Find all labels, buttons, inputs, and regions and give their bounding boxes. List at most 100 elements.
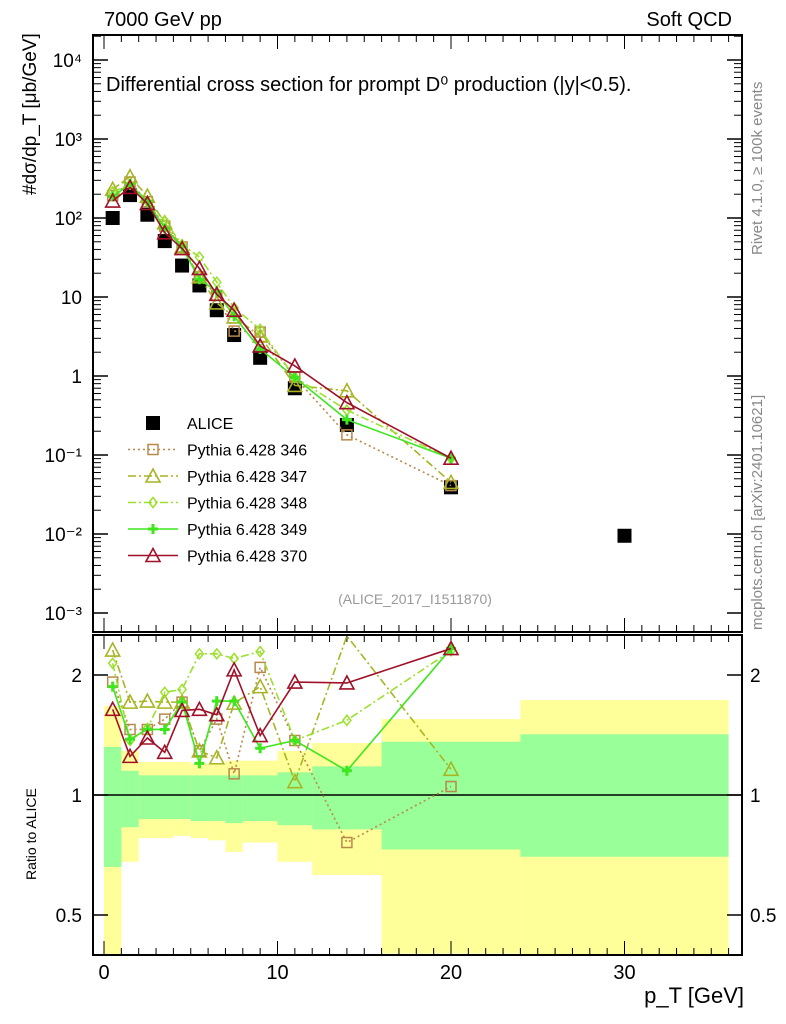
legend-label: Pythia 6.428 347 [187, 469, 307, 486]
x-tick-label: 20 [440, 962, 462, 984]
ratio-y-tick-label: 2 [750, 666, 761, 687]
legend-label: Pythia 6.428 370 [187, 549, 307, 566]
ratio-band-inner [312, 766, 382, 830]
header-right: Soft QCD [646, 9, 732, 31]
marker-triangle [442, 473, 460, 490]
marker-cross [229, 696, 240, 707]
marker-diamond [194, 647, 205, 661]
x-axis-label: p_T [GeV] [644, 983, 744, 1008]
marker-triangle [139, 194, 156, 211]
main-title: Differential cross section for prompt D⁰… [106, 74, 631, 96]
marker-triangle [442, 449, 460, 466]
ratio-band-inner [242, 775, 278, 822]
marker-triangle [208, 706, 226, 722]
marker-triangle [251, 327, 269, 343]
marker-square-open [147, 443, 159, 456]
marker-triangle [225, 661, 243, 677]
marker-triangle [121, 747, 139, 764]
marker-triangle [225, 694, 243, 710]
ratio-band-inner [173, 775, 191, 820]
ratio-band-inner [190, 775, 209, 822]
main-frame [92, 34, 743, 633]
marker-diamond [148, 496, 158, 509]
ratio-band-inner [208, 775, 226, 822]
y-tick-label: 10⁻² [45, 525, 83, 546]
ratio-y-tick-label: 0.5 [750, 906, 776, 927]
ratio-y-tick-label: 1 [71, 786, 82, 807]
marker-triangle [442, 760, 460, 777]
marker-cross [194, 758, 205, 769]
marker-diamond [159, 686, 170, 699]
marker-square-open [228, 768, 240, 780]
marker-triangle [173, 701, 191, 718]
y-tick-label: 1 [71, 367, 82, 388]
legend-label: Pythia 6.428 349 [187, 522, 307, 539]
analysis-id-label: (ALICE_2017_I1511870) [338, 591, 492, 607]
marker-diamond [341, 714, 352, 727]
ratio-y-tick-label: 2 [71, 666, 82, 687]
y-axis-label: #dσ/dp_T [μb/GeV] [20, 33, 41, 195]
marker-triangle [225, 301, 243, 318]
marker-triangle [139, 692, 156, 708]
ratio-band-inner [104, 746, 122, 867]
y-tick-label: 10⁻¹ [45, 446, 83, 467]
y-tick-label: 10³ [55, 130, 82, 151]
marker-triangle [338, 393, 356, 410]
marker-cross [289, 372, 300, 383]
data-marks [104, 168, 632, 849]
marker-square-open [341, 836, 353, 849]
marker-square [253, 350, 268, 365]
legend: ALICE Pythia 6.428 346 Pythia 6.428 347 Pyt… [128, 416, 307, 566]
marker-triangle [338, 674, 356, 690]
legend-label: ALICE [187, 416, 233, 433]
x-tick-label: 10 [266, 962, 288, 984]
marker-triangle [286, 357, 304, 373]
marker-square [617, 528, 632, 543]
marker-triangle [286, 673, 304, 689]
ratio-series-line [111, 634, 452, 785]
ratio-band-inner [277, 772, 313, 826]
marker-square-open [158, 713, 171, 725]
ratio-band-inner [121, 770, 139, 828]
marker-triangle [144, 546, 162, 563]
ratio-series-line [111, 648, 452, 772]
ratio-band-inner [138, 775, 157, 820]
x-tick-label: 30 [613, 962, 635, 984]
marker-triangle [104, 700, 122, 717]
ratio-series-line [111, 647, 452, 758]
marker-triangle [156, 693, 174, 709]
marker-cross [255, 743, 266, 754]
marker-triangle [144, 467, 162, 483]
y-tick-label: 10⁻³ [45, 604, 83, 625]
ratio-y-tick-label: 0.5 [56, 906, 82, 927]
marker-triangle [173, 239, 191, 256]
series-pythia-6-428-370 [104, 178, 460, 764]
marker-triangle [121, 178, 139, 195]
marker-square [227, 328, 242, 343]
y-tick-label: 10⁴ [53, 51, 82, 72]
marker-cross [211, 696, 222, 707]
marker-triangle [191, 700, 208, 717]
y-tick-label: 10² [55, 209, 82, 230]
series-pythia-6-428-348 [107, 178, 456, 747]
marker-square-open [254, 661, 266, 674]
marker-triangle [191, 259, 208, 276]
marker-diamond [289, 734, 300, 747]
mcplots-label: mcplots.cern.ch [arXiv:2401.10621] [749, 395, 766, 630]
marker-triangle [286, 772, 304, 789]
series-line [112, 183, 452, 459]
marker-triangle [251, 677, 269, 694]
marker-triangle [251, 726, 269, 743]
marker-diamond [255, 645, 266, 658]
marker-diamond [211, 647, 222, 661]
marker-cross [341, 414, 352, 425]
marker-triangle [104, 641, 122, 657]
marker-cross [341, 765, 352, 776]
header-left: 7000 GeV pp [104, 9, 222, 31]
marker-square [105, 211, 120, 225]
marker-cross [289, 735, 300, 746]
marker-triangle [251, 337, 269, 353]
marker-square [157, 234, 172, 249]
